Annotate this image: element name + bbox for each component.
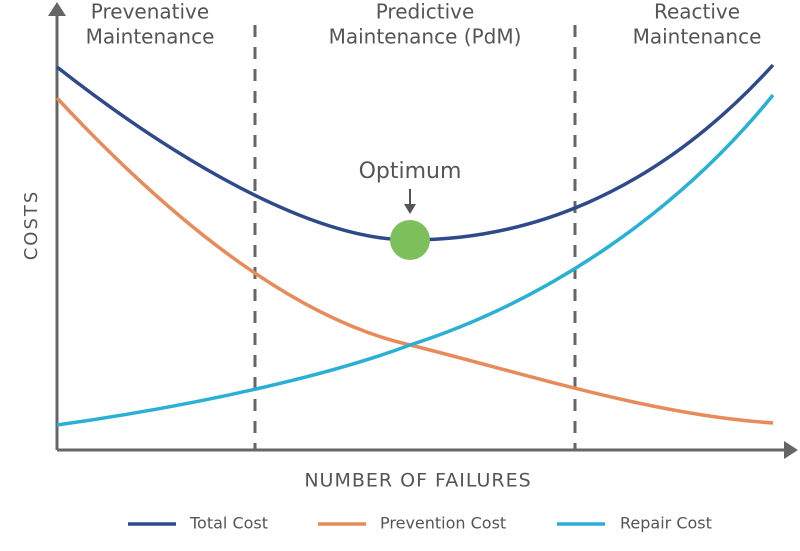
optimum-point: [390, 220, 430, 260]
y-axis-label: COSTS: [21, 190, 42, 261]
annotation-arrowhead: [404, 204, 416, 214]
prevention-cost-curve: [55, 96, 774, 425]
x-axis-label: NUMBER OF FAILURES: [304, 470, 531, 492]
region-label: Maintenance: [86, 25, 215, 49]
legend-label: Repair Cost: [620, 514, 712, 533]
legend-label: Prevention Cost: [380, 514, 506, 533]
region-label: Maintenance: [633, 25, 762, 49]
x-axis-arrow: [784, 441, 798, 459]
region-label: Maintenance (PdM): [329, 25, 522, 49]
repair-cost-curve: [56, 93, 775, 427]
y-axis-arrow: [48, 2, 66, 16]
region-label: Reactive: [654, 0, 740, 24]
legend-label: Total Cost: [189, 514, 268, 533]
region-label: Predictive: [376, 0, 475, 24]
total-cost-curve: [55, 63, 775, 242]
region-label: Prevenative: [91, 0, 209, 24]
annotation: Optimum: [359, 159, 462, 184]
